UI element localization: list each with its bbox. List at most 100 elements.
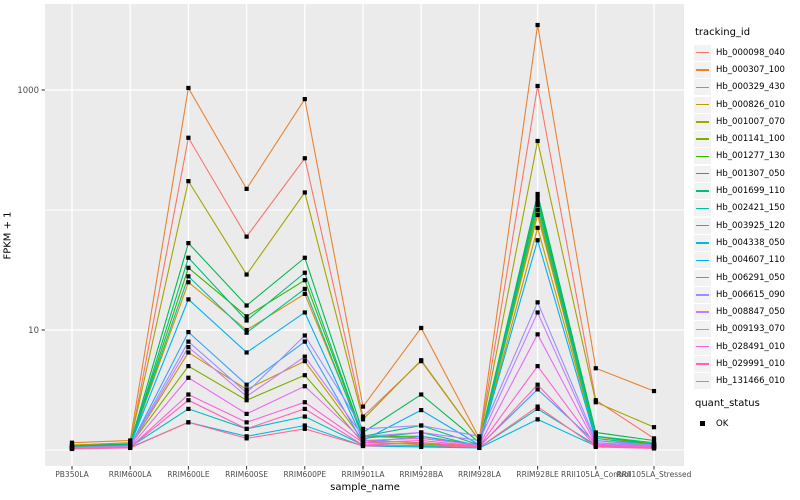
legend-key-icon	[694, 269, 711, 286]
x-tick-label: RRII105LA_Control	[561, 470, 631, 479]
legend-key-line-icon	[696, 294, 709, 296]
legend-entry-label: Hb_001307_050	[716, 168, 785, 179]
legend-entry-label: Hb_000329_430	[716, 82, 785, 93]
legend-key-icon	[694, 148, 711, 165]
legend-entry-Hb_001141_100: Hb_001141_100	[694, 130, 798, 148]
legend-entry-label: Hb_004338_050	[716, 237, 785, 248]
legend-entry-label: Hb_003925_120	[716, 220, 785, 231]
y-axis: 1000 10	[17, 86, 45, 336]
x-tick-label: PB350LA	[55, 470, 89, 479]
legend-entry-label: OK	[716, 418, 729, 429]
legend-entry-Hb_009193_070: Hb_009193_070	[694, 321, 798, 338]
y-axis-title: FPKM + 1	[2, 211, 14, 260]
legend-entry-Hb_006291_050: Hb_006291_050	[694, 269, 798, 286]
black-square-point-icon	[700, 421, 705, 426]
legend-key-icon	[694, 217, 711, 234]
quant-status-legend-title: quant_status	[695, 397, 760, 409]
legend-entry-Hb_131466_010: Hb_131466_010	[694, 373, 798, 390]
legend-key-line-icon	[696, 51, 709, 54]
legend-key-icon	[694, 304, 711, 321]
legend-key-line-icon	[696, 346, 709, 348]
legend-key-line-icon	[696, 155, 709, 158]
tracking-id-legend-entries: Hb_000098_040 Hb_000307_100 Hb_000329_430 H…	[694, 44, 798, 390]
legend-key-line-icon	[696, 173, 709, 175]
x-tick-label: RRII105LA_Stressed	[617, 470, 692, 479]
legend-entry-label: Hb_131466_010	[716, 376, 785, 387]
legend-key-line-icon	[696, 259, 709, 261]
legend-entry-Hb_000307_100: Hb_000307_100	[694, 61, 798, 78]
legend-entry-label: Hb_001277_130	[716, 151, 785, 162]
legend-entry-Hb_004607_110: Hb_004607_110	[694, 252, 798, 269]
x-tick-label: RRIM600SE	[225, 470, 268, 479]
legend-key-icon	[694, 355, 711, 372]
y-tick-label: 1000	[17, 86, 39, 96]
legend-key-line-icon	[696, 242, 709, 244]
legend-entry-label: Hb_002421_150	[716, 203, 785, 214]
legend-entry-label: Hb_008847_050	[716, 307, 785, 318]
legend-entry-label: Hb_000826_010	[716, 99, 785, 110]
legend-entry-Hb_001307_050: Hb_001307_050	[694, 165, 798, 182]
legend-key-icon	[694, 321, 711, 338]
legend-entry-label: Hb_001699_110	[716, 186, 785, 197]
legend-entry-label: Hb_006615_090	[716, 289, 785, 300]
legend-entry-label: Hb_000098_040	[716, 47, 785, 58]
legend-entry-label: Hb_000307_100	[716, 64, 785, 75]
x-tick-label: RRIM600LA	[109, 470, 153, 479]
legend-key-icon	[694, 338, 711, 355]
legend-key-line-icon	[696, 328, 709, 331]
x-tick-label: RRIM928BA	[399, 470, 444, 479]
legend-key-icon	[694, 183, 711, 200]
legend-entry-label: Hb_001007_070	[716, 116, 785, 127]
legend-entry-Hb_001699_110: Hb_001699_110	[694, 182, 798, 200]
tracking-id-legend-title: tracking_id	[695, 27, 751, 38]
x-axis-title: sample_name	[330, 482, 400, 493]
legend-key-line-icon	[696, 224, 709, 227]
data-points	[69, 22, 657, 452]
legend-key-icon	[694, 252, 711, 269]
legend-entry-label: Hb_004607_110	[716, 255, 785, 266]
legend-key-line-icon	[696, 138, 709, 140]
y-tick-label: 10	[28, 326, 39, 336]
legend-key-icon	[694, 234, 711, 251]
legend-key-icon	[694, 113, 711, 130]
legend-entry-Hb_001007_070: Hb_001007_070	[694, 113, 798, 130]
legend-key-line-icon	[696, 69, 709, 71]
legend-key-icon	[694, 200, 711, 217]
legend-key-line-icon	[696, 190, 709, 192]
legend-entry-Hb_000329_430: Hb_000329_430	[694, 79, 798, 96]
legend-entry-Hb_001277_130: Hb_001277_130	[694, 148, 798, 165]
x-tick-label: RRIM901LA	[342, 470, 386, 479]
x-tick-label: RRIM928LA	[458, 470, 502, 479]
panel-background	[45, 4, 684, 466]
legend-key-icon	[694, 61, 711, 78]
legend-entry-label: Hb_006291_050	[716, 272, 785, 283]
legend-key-icon	[694, 373, 711, 390]
legend-key-line-icon	[696, 311, 709, 313]
legend-entry-Hb_002421_150: Hb_002421_150	[694, 200, 798, 217]
legend-key-line-icon	[696, 276, 709, 279]
legend-entry-Hb_028491_010: Hb_028491_010	[694, 338, 798, 355]
legend-key-icon	[694, 165, 711, 182]
legend-key-icon	[694, 286, 711, 303]
legend-entry-ok: OK	[694, 415, 798, 432]
legend-entry-Hb_029991_010: Hb_029991_010	[694, 355, 798, 372]
ok-point-key-icon	[694, 415, 711, 432]
legend-entry-Hb_004338_050: Hb_004338_050	[694, 234, 798, 251]
legend-entry-label: Hb_028491_010	[716, 341, 785, 352]
legend-key-line-icon	[696, 363, 709, 365]
legend-entry-Hb_008847_050: Hb_008847_050	[694, 303, 798, 321]
legend-key-icon	[694, 96, 711, 113]
legend-entry-Hb_003925_120: Hb_003925_120	[694, 217, 798, 234]
legend-key-icon	[694, 131, 711, 148]
legend-key-line-icon	[696, 121, 709, 123]
legend-key-icon	[694, 44, 711, 61]
x-tick-label: RRIM600PE	[283, 470, 326, 479]
legend-entry-label: Hb_001141_100	[716, 134, 785, 145]
x-axis: PB350LA RRIM600LA RRIM600LE RRIM600SE RRIM60…	[55, 466, 692, 479]
legend-panel: tracking_id Hb_000098_040 Hb_000307_100 Hb…	[694, 27, 798, 432]
legend-key-line-icon	[696, 207, 709, 210]
legend-entry-Hb_000826_010: Hb_000826_010	[694, 96, 798, 113]
x-tick-label: RRIM600LE	[167, 470, 210, 479]
